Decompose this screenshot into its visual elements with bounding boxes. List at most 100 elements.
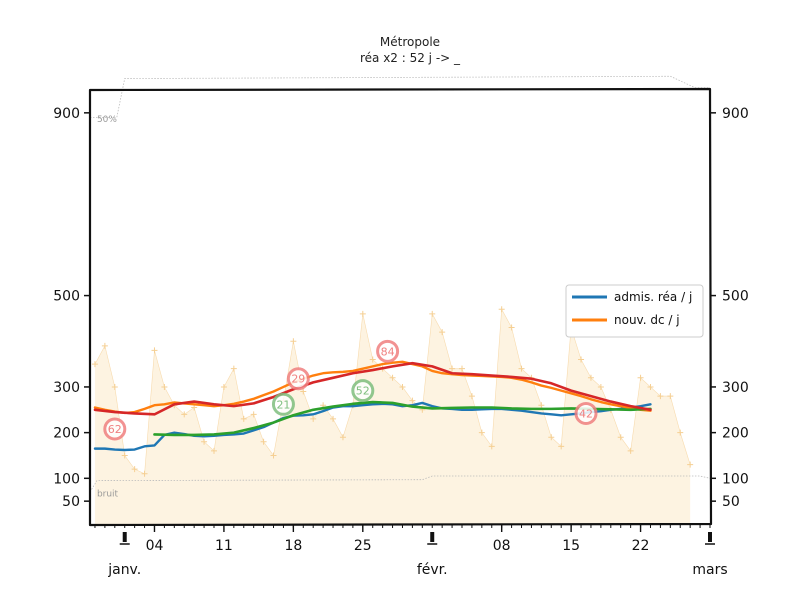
upper-band-label: 50% xyxy=(97,115,117,125)
raw-point xyxy=(290,338,297,345)
raw-point xyxy=(399,383,406,390)
y-tick-label-left: 900 xyxy=(53,106,80,122)
lower-band-line xyxy=(89,475,711,493)
raw-point xyxy=(260,438,267,445)
y-tick-label-left: 300 xyxy=(53,380,80,396)
x-tick-label: 11 xyxy=(215,538,233,554)
y-tick-label-right: 900 xyxy=(722,106,749,122)
raw-point xyxy=(459,365,465,372)
annotation-label: 21 xyxy=(276,398,290,411)
raw-point xyxy=(449,365,456,372)
raw-point xyxy=(439,329,446,336)
raw-point xyxy=(330,415,337,422)
raw-point xyxy=(101,342,108,349)
raw-point xyxy=(498,306,505,313)
raw-point xyxy=(151,347,158,354)
legend-label-admissions: admis. réa / j xyxy=(614,290,692,304)
raw-point xyxy=(240,415,247,422)
raw-point xyxy=(220,383,227,390)
raw-point xyxy=(339,434,346,441)
month-label: mars xyxy=(692,562,727,578)
raw-point xyxy=(508,324,515,331)
raw-point xyxy=(201,438,208,445)
raw-point xyxy=(161,383,168,390)
raw-point xyxy=(647,383,654,390)
x-tick-label: 15 xyxy=(562,538,580,554)
x-tick-label: 04 xyxy=(146,538,164,554)
raw-point xyxy=(478,429,485,436)
x-tick-label: 08 xyxy=(493,538,511,554)
raw-point xyxy=(578,356,585,363)
annotation-label: 84 xyxy=(381,345,395,358)
legend: admis. réa / j nouv. dc / j xyxy=(565,284,704,338)
raw-point xyxy=(518,365,525,372)
raw-point xyxy=(121,452,128,459)
raw-point xyxy=(111,383,118,390)
annotation-circle xyxy=(286,367,310,391)
raw-point xyxy=(409,397,416,404)
y-tick-label-right: 500 xyxy=(722,289,749,305)
raw-point xyxy=(617,434,624,441)
legend-label-deaths: nouv. dc / j xyxy=(614,313,680,327)
raw-point xyxy=(429,310,436,317)
raw-point xyxy=(538,402,545,409)
upper-band-line xyxy=(90,75,710,118)
y-tick-label-right: 100 xyxy=(722,471,749,487)
y-tick-label-left: 500 xyxy=(53,289,80,305)
raw-fill-area xyxy=(94,309,691,524)
y-tick-label-right: 200 xyxy=(722,426,749,442)
y-tick-label-left: 100 xyxy=(53,471,80,487)
raw-point xyxy=(488,443,495,450)
raw-point xyxy=(300,388,307,395)
raw-point xyxy=(250,411,257,418)
lower-band-label: bruit xyxy=(97,490,119,500)
annotation-circle xyxy=(103,417,127,441)
series-line-trend-red xyxy=(93,361,652,416)
raw-point xyxy=(677,429,684,436)
month-tick xyxy=(430,532,435,542)
raw-point xyxy=(270,452,277,459)
y-tick-label-right: 300 xyxy=(722,380,749,396)
annotation-circle xyxy=(351,379,375,403)
annotation-circle xyxy=(376,339,400,363)
raw-point xyxy=(687,461,694,468)
month-tick xyxy=(708,532,712,542)
raw-point xyxy=(141,470,148,477)
raw-point xyxy=(91,361,98,368)
chart-subtitle: réa x2 : 52 j -> _ xyxy=(360,51,461,65)
y-tick-label-right: 50 xyxy=(722,494,740,510)
raw-point xyxy=(657,393,664,400)
x-tick-label: 22 xyxy=(632,538,650,554)
raw-point xyxy=(310,415,317,422)
annotation-label: 42 xyxy=(579,407,593,420)
raw-point xyxy=(667,393,674,400)
raw-point xyxy=(597,383,604,390)
raw-point xyxy=(558,443,565,450)
raw-point xyxy=(468,393,475,400)
annotation-circle xyxy=(271,392,295,416)
annotation-label: 29 xyxy=(291,373,305,386)
chart-title: Métropole xyxy=(380,35,440,49)
raw-point xyxy=(230,365,237,372)
raw-point xyxy=(548,434,555,441)
raw-point xyxy=(211,447,217,454)
axes-frame xyxy=(88,87,713,527)
raw-point xyxy=(181,411,188,418)
y-tick-label-left: 50 xyxy=(62,494,80,510)
raw-point xyxy=(131,466,138,473)
raw-point xyxy=(369,356,376,363)
x-tick-label: 18 xyxy=(284,538,302,554)
month-label: janv. xyxy=(107,562,141,578)
annotation-circle xyxy=(574,401,598,425)
series-line-trend-green xyxy=(153,400,652,437)
annotation-label: 52 xyxy=(356,385,370,398)
y-tick-label-left: 200 xyxy=(53,426,80,442)
x-tick-label: 25 xyxy=(354,538,372,554)
month-label: févr. xyxy=(417,562,448,578)
month-tick xyxy=(122,532,127,542)
raw-point xyxy=(587,374,594,381)
raw-point xyxy=(637,374,644,381)
raw-point xyxy=(359,310,366,317)
raw-point xyxy=(627,447,634,454)
